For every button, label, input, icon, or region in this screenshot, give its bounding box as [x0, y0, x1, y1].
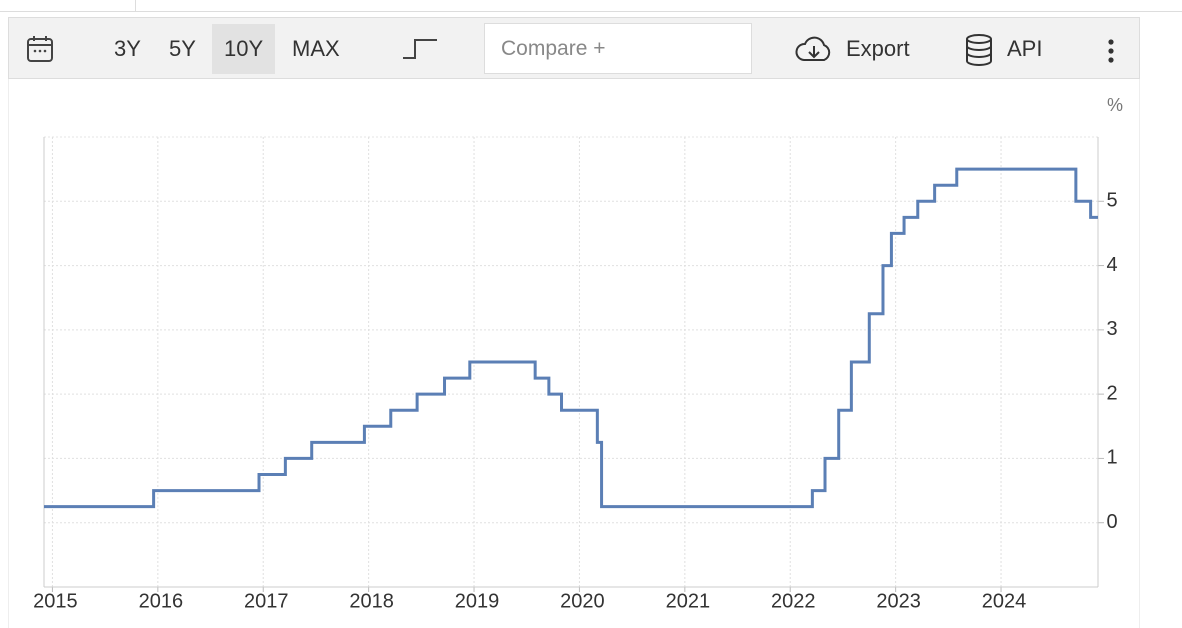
api-button[interactable]: API: [1007, 36, 1043, 61]
y-tick-label: 0: [1106, 511, 1117, 533]
x-tick-label: 2015: [33, 590, 78, 612]
y-unit: %: [1107, 95, 1123, 115]
x-tick-label: 2019: [455, 590, 500, 612]
chart-area: [8, 79, 1140, 628]
export-button[interactable]: Export: [846, 36, 910, 61]
menu-icon[interactable]: [1103, 38, 1119, 64]
step-icon[interactable]: [401, 36, 441, 62]
calendar-icon[interactable]: [25, 34, 55, 64]
tab-bar: [0, 0, 1182, 12]
y-tick-label: 4: [1106, 254, 1117, 276]
api-icon[interactable]: [964, 33, 994, 67]
x-tick-label: 2017: [244, 590, 289, 612]
range-button[interactable]: 3Y: [114, 36, 141, 61]
y-tick-label: 5: [1106, 190, 1117, 212]
line-series: [44, 167, 1098, 509]
tab[interactable]: [0, 0, 136, 11]
x-tick-label: 2018: [349, 590, 394, 612]
range-button[interactable]: 10Y: [212, 24, 276, 74]
x-tick-label: 2023: [876, 590, 921, 612]
export-icon[interactable]: [794, 36, 834, 64]
range-button[interactable]: MAX: [292, 36, 340, 61]
x-tick-label: 2022: [771, 590, 816, 612]
x-tick-label: 2016: [139, 590, 184, 612]
y-tick-label: 1: [1106, 447, 1117, 469]
compare-input[interactable]: Compare +: [484, 23, 752, 74]
x-tick-label: 2021: [666, 590, 711, 612]
range-button[interactable]: 5Y: [169, 36, 196, 61]
x-tick-label: 2020: [560, 590, 605, 612]
y-tick-label: 2: [1106, 382, 1117, 404]
y-tick-label: 3: [1106, 318, 1117, 340]
x-tick-label: 2024: [982, 590, 1027, 612]
toolbar: 3Y 5Y 10Y MAX Compare + Export API: [8, 17, 1140, 79]
